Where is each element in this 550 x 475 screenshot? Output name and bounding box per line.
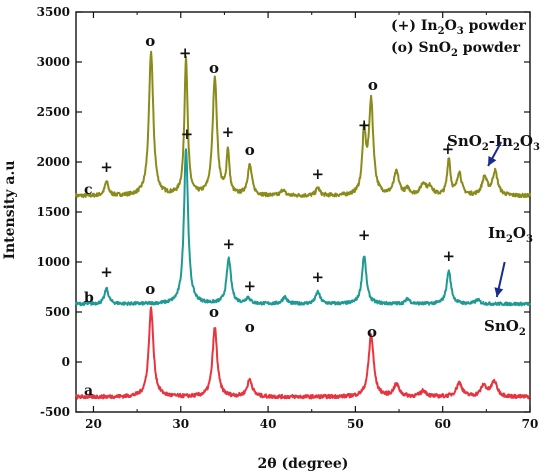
y-tick-label: 1000	[37, 255, 70, 269]
in2o3-peak-marker: +	[312, 268, 325, 286]
trace-label-part: -In	[489, 132, 513, 150]
x-tick-label: 20	[85, 417, 102, 431]
trace-key-a: a	[84, 383, 93, 399]
sno2-peak-marker: o	[367, 323, 377, 341]
trace-label-part: SnO	[484, 317, 519, 335]
trace-label-part: 3	[533, 142, 540, 153]
trace-label-part: 2	[482, 142, 489, 153]
legend-entry-part: 2	[438, 26, 445, 37]
series-line-c	[75, 50, 531, 199]
sno2-peak-marker: o	[145, 280, 155, 298]
y-tick-label: 3500	[37, 5, 70, 19]
trace-label-part: In	[488, 224, 506, 242]
legend-entry-part: 3	[457, 26, 464, 37]
in2o3-peak-marker: +	[243, 277, 256, 295]
legend-entry-part: (+)	[391, 18, 421, 34]
trace-label-part: SnO	[447, 132, 482, 150]
trace-label-part: O	[513, 224, 526, 242]
trace-label-c: SnO2-In2O3	[447, 132, 540, 153]
trace-label-part: 3	[526, 234, 533, 245]
legend-entry: (o) SnO2 powder	[391, 40, 521, 59]
y-tick-label: 2000	[37, 155, 70, 169]
legend-entry-part: powder	[464, 18, 527, 34]
in2o3-peak-marker: +	[442, 140, 455, 158]
trace-key-c: c	[84, 182, 93, 198]
sno2-peak-marker: o	[209, 303, 219, 321]
trace-label-part: 2	[519, 327, 526, 338]
x-tick-label: 30	[172, 417, 189, 431]
sno2-peak-marker: o	[209, 59, 219, 77]
y-tick-label: 0	[62, 355, 70, 369]
pointer-arrowhead-b	[494, 287, 504, 297]
y-tick-label: 3000	[37, 55, 70, 69]
axes: 20 30 40 50 60 70 -500 0 500 1000 1500 2000 2500 3000…	[37, 5, 539, 431]
plot-frame	[75, 11, 531, 413]
y-tick-label: -500	[40, 405, 70, 419]
sno2-peak-marker: o	[245, 141, 255, 159]
series-line-a	[75, 306, 531, 400]
legend-entry-part: (o)	[391, 40, 418, 56]
in2o3-peak-marker: +	[179, 44, 192, 62]
sno2-peak-marker: o	[368, 76, 378, 94]
y-tick-label: 500	[45, 305, 70, 319]
legend-entry-part: powder	[458, 40, 521, 56]
in2o3-peak-marker: +	[222, 235, 235, 253]
in2o3-peak-marker: +	[100, 158, 113, 176]
peak-markers: + o + o + o + + o + + o + + + + + + o o o	[100, 32, 455, 341]
in2o3-peak-marker: +	[222, 123, 235, 141]
trace-label-part: 2	[506, 234, 513, 245]
trace-key-b: b	[84, 290, 94, 306]
x-tick-label: 70	[522, 417, 539, 431]
in2o3-peak-marker: +	[358, 116, 371, 134]
sno2-peak-marker: o	[245, 318, 255, 336]
trace-label-part: O	[520, 132, 533, 150]
in2o3-peak-marker: +	[443, 247, 456, 265]
sno2-peak-marker: o	[145, 32, 155, 50]
legend-entry-part: 2	[451, 48, 458, 59]
series-line-b	[75, 148, 531, 307]
plot-border	[75, 11, 531, 413]
x-tick-label: 60	[434, 417, 451, 431]
y-axis-label: Intensity a.u	[2, 160, 18, 259]
legend: (+) In2O3 powder(o) SnO2 powder	[391, 18, 526, 59]
in2o3-peak-marker: +	[312, 165, 325, 183]
trace-label-part: 2	[513, 142, 520, 153]
in2o3-peak-marker: +	[100, 263, 113, 281]
trace-label-a: SnO2	[484, 317, 526, 338]
legend-entry-part: SnO	[418, 40, 450, 56]
x-tick-label: 40	[260, 417, 277, 431]
trace-label-b: In2O3	[488, 224, 533, 245]
series-layer	[75, 50, 531, 400]
y-tick-label: 1500	[37, 205, 70, 219]
legend-entry-part: In	[421, 18, 438, 34]
x-tick-label: 50	[347, 417, 364, 431]
pointer-arrowhead-c	[488, 155, 497, 166]
y-tick-label: 2500	[37, 105, 70, 119]
x-axis-label: 2θ (degree)	[258, 456, 349, 472]
legend-entry: (+) In2O3 powder	[391, 18, 526, 37]
legend-entry-part: O	[445, 18, 457, 34]
in2o3-peak-marker: +	[358, 226, 371, 244]
in2o3-peak-marker: +	[181, 125, 194, 143]
